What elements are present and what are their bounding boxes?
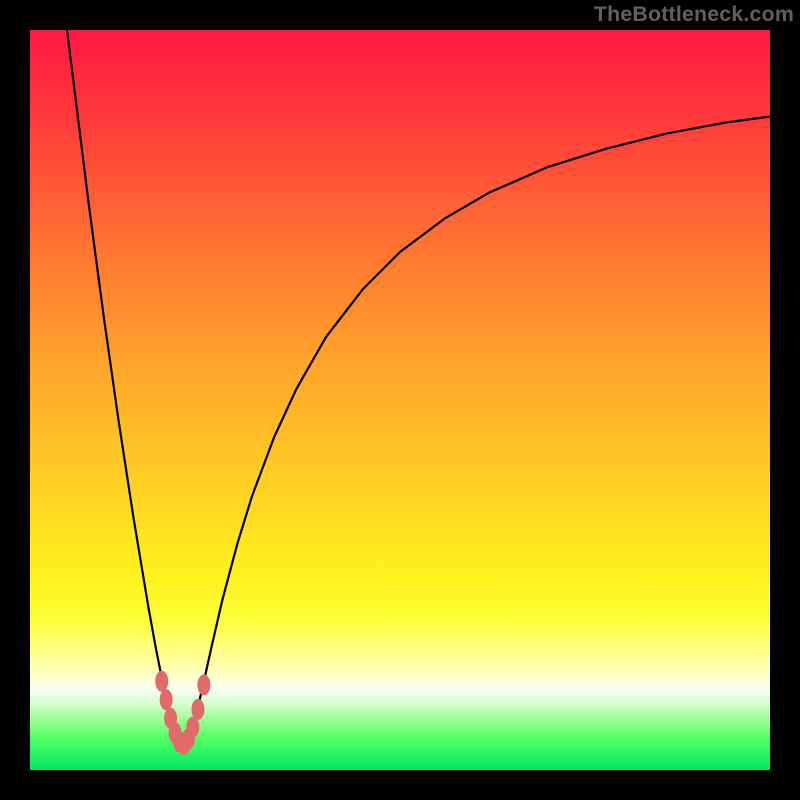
chart-frame: TheBottleneck.com xyxy=(0,0,800,800)
curve-marker xyxy=(198,675,210,695)
curve-marker xyxy=(156,671,168,691)
curve-marker xyxy=(160,690,172,710)
plot-area xyxy=(30,30,770,770)
curve-marker xyxy=(192,699,204,719)
chart-overlay xyxy=(30,30,770,770)
curve-marker xyxy=(187,717,199,737)
bottleneck-curve xyxy=(67,30,770,748)
curve-markers xyxy=(156,671,210,754)
watermark-text: TheBottleneck.com xyxy=(594,2,794,27)
